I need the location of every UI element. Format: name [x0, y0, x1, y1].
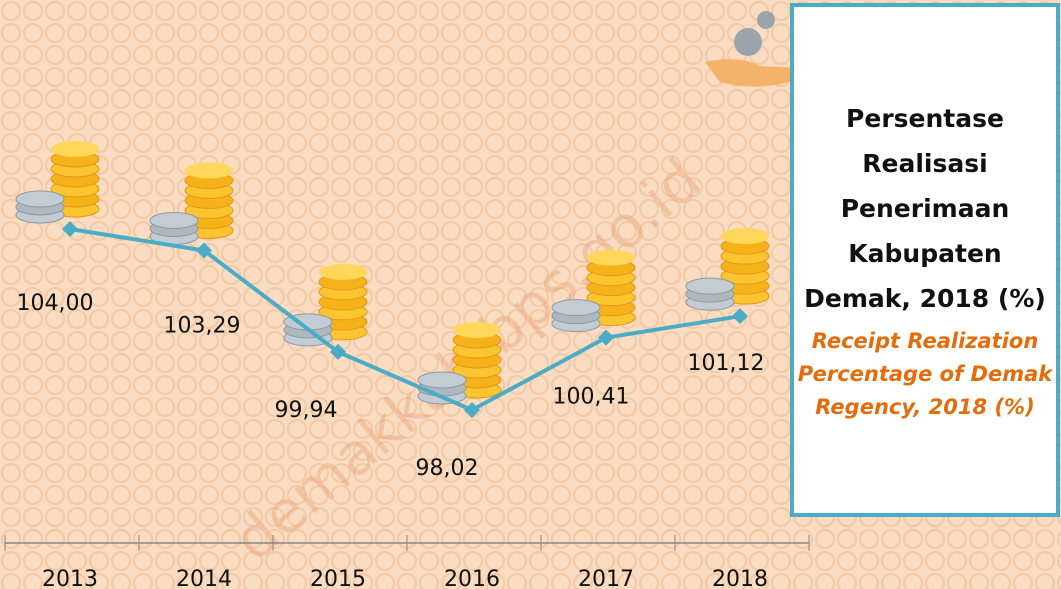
coin-stack: [417, 322, 502, 405]
value-label: 104,00: [17, 291, 94, 316]
silver-coin: [685, 277, 735, 295]
line: [69, 227, 741, 413]
value-label: 101,12: [688, 351, 765, 376]
chart-title: Persentase Realisasi Penerimaan Kabupate…: [804, 104, 1046, 313]
value-label: 99,94: [275, 398, 338, 423]
gold-coin-top: [319, 263, 367, 280]
marker: [62, 221, 78, 237]
coin-stack: [685, 228, 770, 311]
silver-coin: [149, 211, 199, 229]
marker: [330, 343, 346, 360]
marker: [464, 402, 480, 418]
value-label: 98,02: [416, 456, 479, 481]
gold-coin-top: [453, 322, 501, 338]
coin-stack: [551, 249, 636, 333]
coin-stack: [283, 263, 368, 347]
x-tick-label: 2016: [444, 567, 500, 589]
coin-stack: [15, 141, 100, 224]
coin-stack: [149, 162, 234, 245]
x-tick-label: 2014: [176, 567, 232, 589]
silver-coin: [15, 190, 65, 208]
hand-icon: [705, 11, 802, 87]
x-tick-label: 2017: [578, 567, 634, 589]
gold-coin-top: [721, 228, 769, 245]
value-label: 103,29: [164, 313, 241, 338]
marker: [598, 329, 614, 346]
x-tick-label: 2018: [712, 567, 768, 589]
gold-coin-top: [587, 249, 635, 266]
silver-coin: [417, 371, 467, 389]
silver-coin: [551, 299, 601, 317]
value-label: 100,41: [553, 385, 630, 410]
x-tick-label: 2015: [310, 567, 366, 589]
gold-coin-top: [51, 141, 99, 157]
title-box: Persentase Realisasi Penerimaan Kabupate…: [790, 3, 1060, 517]
marker: [196, 242, 212, 259]
chart-subtitle: Receipt Realization Percentage of Demak …: [797, 329, 1053, 419]
gold-coin-top: [185, 162, 233, 179]
x-tick-label: 2013: [42, 567, 98, 589]
marker: [732, 308, 748, 325]
